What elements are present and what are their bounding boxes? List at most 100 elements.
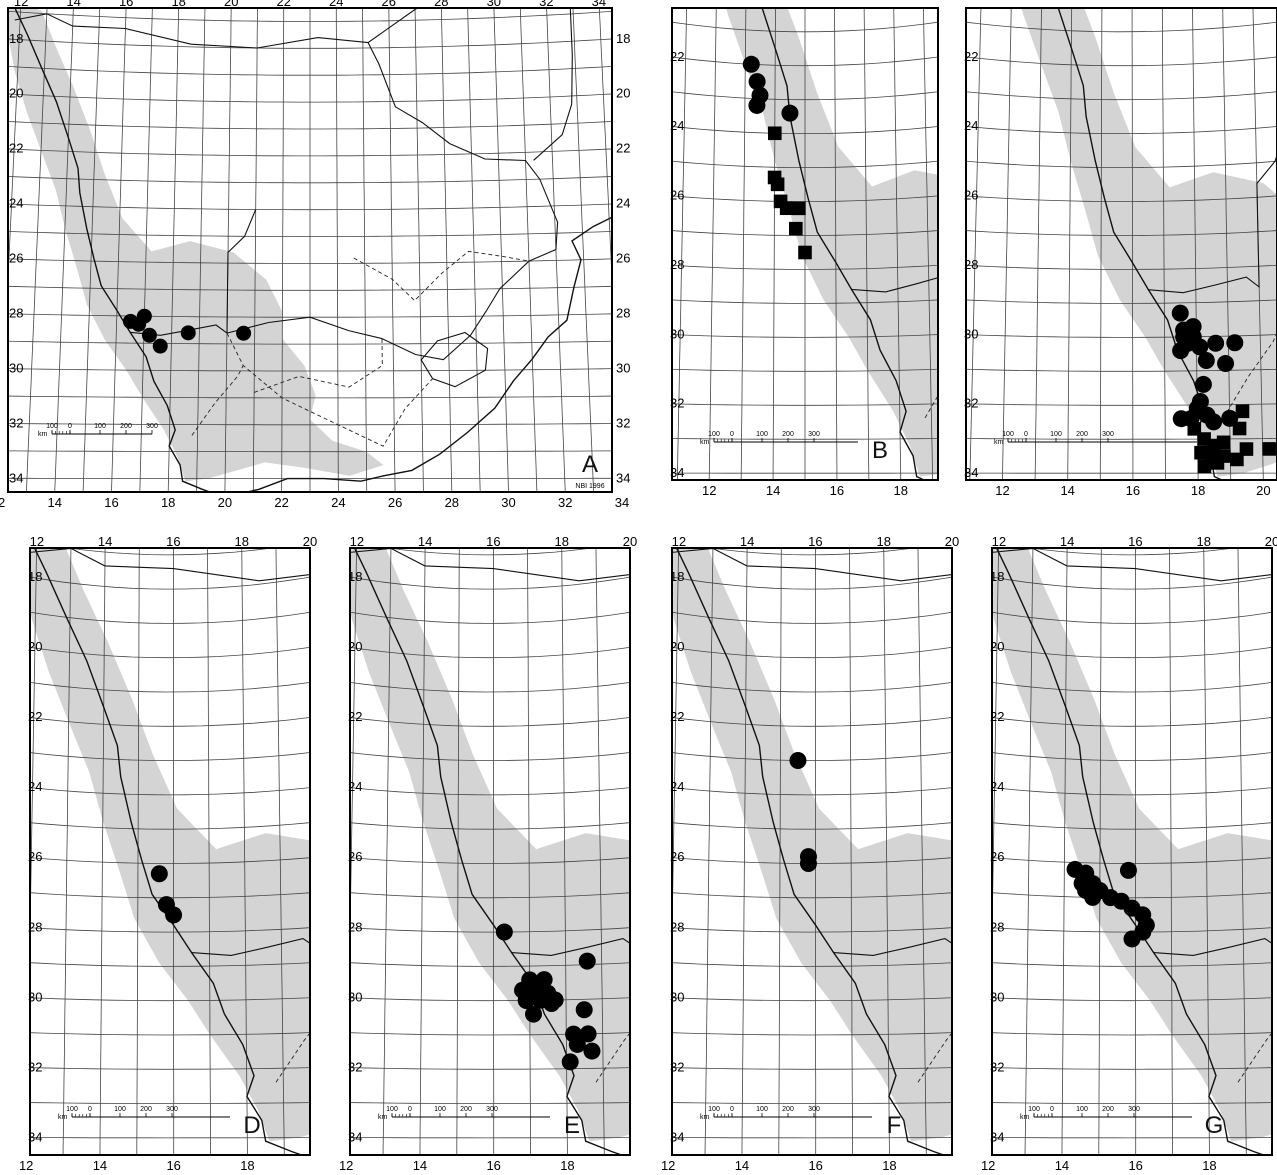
record-square-marker (798, 245, 812, 260)
parallel-line (966, 126, 1277, 135)
meridian-line (572, 8, 595, 492)
province-border (253, 338, 383, 393)
latitude-tick-label: 24 (616, 196, 630, 211)
longitude-tick-label: 12 (672, 534, 686, 549)
parallel-line (672, 21, 938, 33)
longitude-tick-label: 14 (418, 534, 432, 549)
meridian-line (414, 8, 424, 492)
lesotho-border (420, 331, 489, 388)
meridian-line (207, 548, 211, 1155)
meridian-line (1034, 8, 1042, 480)
scale-bar-unit: km (1020, 1114, 1030, 1121)
parallel-line (0, 1172, 388, 1173)
parallel-line (672, 611, 952, 624)
scale-bar-label: 0 (1050, 1106, 1054, 1113)
record-circle-marker (495, 923, 513, 941)
meridian-line (527, 548, 531, 1155)
meridian-line (493, 8, 509, 492)
meridian-line (196, 8, 206, 492)
parallel-line (907, 1172, 1277, 1173)
meridian-line (741, 548, 748, 1155)
map-panel-c: km1000100200300C121416182022242628303234 (964, 7, 1277, 498)
latitude-tick-label: 32 (28, 1059, 42, 1074)
parallel-line (350, 962, 630, 967)
longitude-tick-label: 12 (981, 1158, 995, 1173)
longitude-tick-label: 20 (1256, 483, 1270, 498)
longitude-tick-label: 30 (487, 0, 501, 9)
latitude-tick-label: 20 (9, 86, 23, 101)
coastline (1057, 8, 1224, 480)
parallel-line (30, 611, 310, 624)
meridian-line (275, 548, 285, 1155)
map-area (8, 8, 612, 492)
parallel-line (672, 438, 938, 440)
longitude-tick-label: 14 (1060, 483, 1074, 498)
record-circle-marker (561, 1053, 579, 1071)
longitude-tick-label: 18 (234, 534, 248, 549)
record-circle-marker (748, 96, 766, 114)
latitude-tick-label: 28 (990, 919, 1004, 934)
parallel-line (8, 203, 612, 211)
coastline (353, 548, 624, 1155)
parallel-line (992, 576, 1272, 590)
record-circle-marker (1226, 334, 1244, 352)
meridian-line (54, 8, 74, 492)
longitude-tick-label: 18 (554, 534, 568, 549)
record-circle-marker (568, 1035, 586, 1053)
longitude-tick-label: 14 (740, 534, 754, 549)
locality-records (789, 752, 817, 872)
parallel-line (672, 962, 952, 967)
parallel-line (707, 548, 917, 556)
meridian-line (863, 8, 870, 480)
longitude-tick-label: 18 (171, 0, 185, 9)
meridian-line (1203, 548, 1210, 1155)
longitude-tick-label: 12 (339, 1158, 353, 1173)
latitude-tick-label: 24 (990, 779, 1004, 794)
meridian-line (629, 548, 630, 559)
parallel-line (8, 93, 612, 103)
parallel-line (672, 1137, 952, 1139)
meridian-line (252, 8, 258, 492)
parallel-line (605, 490, 1013, 520)
latitude-tick-label: 18 (616, 31, 630, 46)
panel-letter: D (243, 1112, 260, 1139)
scale-bar-label: 0 (88, 1106, 92, 1113)
parallel-line (30, 1032, 310, 1036)
scale-bar-label: 100 (756, 1106, 768, 1113)
parallel-line (8, 231, 612, 238)
longitude-tick-label: 20 (224, 0, 238, 9)
scale-bar-label: 300 (808, 1106, 820, 1113)
panel-letter: E (564, 1112, 580, 1139)
longitude-tick-label: 26 (388, 495, 402, 510)
latitude-tick-label: 34 (964, 465, 978, 480)
record-circle-marker (579, 1025, 597, 1043)
parallel-line (966, 230, 1277, 236)
meridian-line (917, 548, 927, 1155)
latitude-tick-label: 18 (670, 569, 684, 584)
scale-bar-label: 100 (66, 1106, 78, 1113)
meridian-line (1161, 8, 1166, 480)
parallel-line (350, 752, 630, 761)
scale-bar-label: 100 (1050, 431, 1062, 438)
locality-records (495, 923, 601, 1071)
parallel-line (992, 962, 1272, 967)
scale-bar-label: 100 (434, 1106, 446, 1113)
latitude-tick-label: 18 (28, 569, 42, 584)
record-square-marker (779, 201, 794, 216)
parallel-line (8, 176, 612, 184)
record-square-marker (1232, 421, 1247, 436)
map-area (350, 548, 630, 1155)
latitude-tick-label: 32 (990, 1059, 1004, 1074)
meridian-line (519, 8, 538, 492)
parallel-line (672, 1102, 952, 1104)
scale-bar-label: 0 (730, 1106, 734, 1113)
longitude-tick-label: 16 (1128, 534, 1142, 549)
panel-frame (671, 547, 953, 1156)
parallel-line (992, 1067, 1272, 1070)
coastline (33, 548, 304, 1155)
national-border (226, 42, 559, 361)
latitude-tick-label: 30 (616, 360, 630, 375)
parallel-line (966, 21, 1277, 33)
latitude-tick-label: 20 (670, 639, 684, 654)
